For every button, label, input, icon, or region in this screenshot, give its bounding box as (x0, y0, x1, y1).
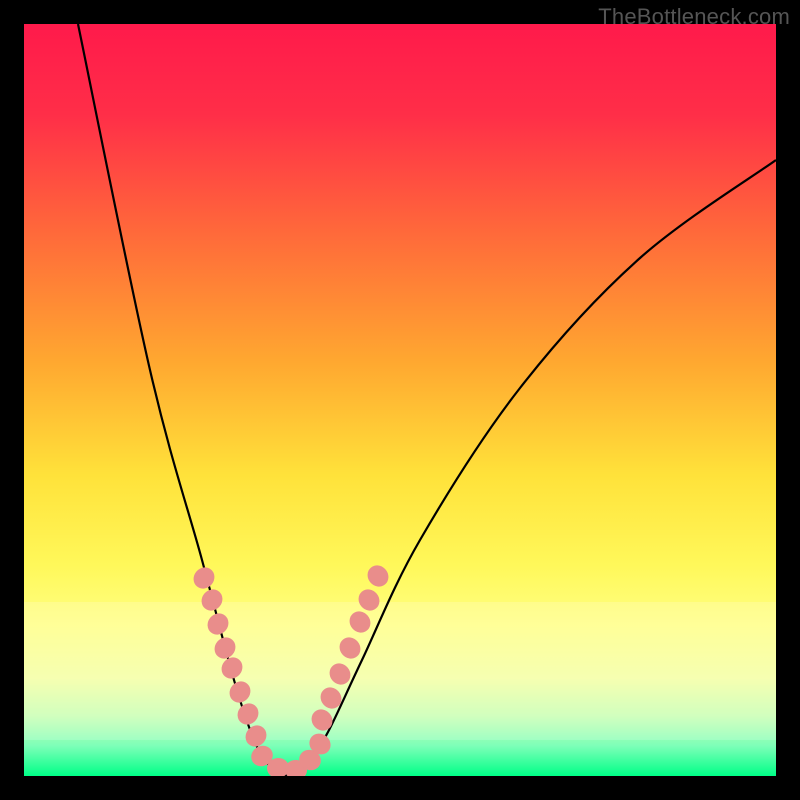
watermark-text: TheBottleneck.com (598, 4, 790, 30)
bottleneck-chart-svg (0, 0, 800, 800)
highlight-band (24, 602, 776, 740)
chart-canvas: TheBottleneck.com (0, 0, 800, 800)
